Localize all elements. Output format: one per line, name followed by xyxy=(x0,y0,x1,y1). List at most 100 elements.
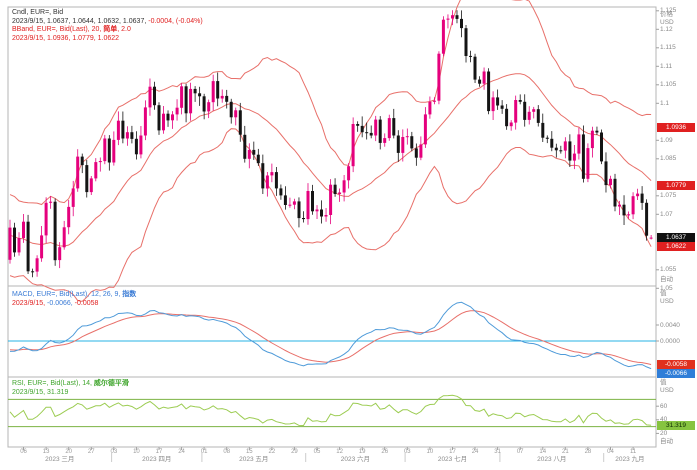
candle-body xyxy=(62,227,66,248)
candle-body xyxy=(572,153,576,161)
x-axis-day-label: 14 xyxy=(539,449,547,455)
candle-body xyxy=(514,100,518,123)
macd-line-badge: -0.0066 xyxy=(657,368,695,378)
candle-body xyxy=(274,172,278,189)
candle-body xyxy=(283,195,287,205)
candle-body xyxy=(469,55,472,57)
bband-upper-line xyxy=(9,0,652,206)
macd-params: MACD, EUR=, Bid(Last), 12, 26, 9, xyxy=(12,291,123,298)
price-tick-label: 1.09 xyxy=(660,136,673,144)
x-axis-month-label: 2023 八月 xyxy=(537,456,567,463)
candle-body xyxy=(175,107,179,115)
x-axis-day-label: 17 xyxy=(449,449,456,455)
x-axis-day-label: 10 xyxy=(426,449,434,455)
x-axis-day-label: 20 xyxy=(65,449,73,455)
price-tick-label: 1.05 xyxy=(660,284,673,292)
rsi-legend-series: RSI, EUR=, Bid(Last), 14, 威尔德平滑 xyxy=(12,380,129,389)
rsi-params: RSI, EUR=, Bid(Last), 14, xyxy=(12,380,94,387)
candle-body xyxy=(329,184,333,215)
candle-body xyxy=(586,148,590,179)
rsi-smoothing-type: 威尔德平滑 xyxy=(93,380,129,387)
price-axis-auto-label[interactable]: 自动 xyxy=(660,276,673,283)
candle-body xyxy=(256,154,260,164)
candle-body xyxy=(53,201,57,261)
macd-tick-label: 0.0000 xyxy=(660,337,680,345)
candle-body xyxy=(189,88,193,114)
candle-body xyxy=(148,86,152,108)
x-axis-day-label: 26 xyxy=(381,449,389,455)
rsi-pane-plot xyxy=(8,394,656,428)
x-axis-day-label: 03 xyxy=(110,449,118,455)
candle-body xyxy=(473,56,477,80)
candle-body xyxy=(80,156,84,166)
candle-body xyxy=(559,150,563,152)
x-axis-day-label: 07 xyxy=(516,449,524,455)
candle-body xyxy=(58,247,62,261)
x-axis-day-label: 03 xyxy=(403,449,411,455)
price-tick-label: 1.12 xyxy=(660,25,673,33)
x-axis-day-label: 24 xyxy=(471,449,479,455)
candle-body xyxy=(590,130,594,149)
macd-signal-text: -0.0058 xyxy=(74,299,99,307)
candle-body xyxy=(351,124,355,167)
axis-ticks xyxy=(23,10,659,462)
candle-body xyxy=(356,124,360,126)
bband-legend-values: 2023/9/15, 1.0936, 1.0779, 1.0622 xyxy=(12,34,120,42)
candle-body xyxy=(98,161,102,163)
price-tick-label: 1.125 xyxy=(660,7,677,15)
candle-body xyxy=(464,28,468,56)
candle-body xyxy=(333,184,337,194)
candle-body xyxy=(618,204,621,207)
candle-body xyxy=(171,114,174,121)
price-tick-label: 1.07 xyxy=(660,210,673,218)
candle-body xyxy=(134,138,138,155)
candle-body xyxy=(44,202,48,236)
candle-body xyxy=(261,163,265,189)
price-change-values: -0.0004, (-0.04%) xyxy=(148,17,203,25)
candle-body xyxy=(324,215,328,217)
candle-body xyxy=(441,19,445,54)
candle-body xyxy=(613,178,617,207)
candle-body xyxy=(423,114,427,145)
candle-body xyxy=(247,149,251,159)
price-legend-series: Cndl, EUR=, Bid xyxy=(12,9,64,16)
candle-body xyxy=(85,165,89,193)
bband-lower-badge: 1.0622 xyxy=(657,242,695,252)
candle-body xyxy=(396,135,400,153)
macd-ma-type: 指数 xyxy=(122,291,137,298)
price-axis-title: 价格 xyxy=(660,11,673,18)
candle-body xyxy=(636,193,640,197)
macd-axis-title: 值 xyxy=(660,290,667,297)
price-tick-label: 1.055 xyxy=(660,266,677,274)
x-axis-day-label: 05 xyxy=(313,449,321,455)
rsi-tick-label: 60 xyxy=(660,402,668,410)
candle-body xyxy=(315,209,319,212)
x-axis-day-label: 08 xyxy=(223,449,231,455)
x-axis-month-label: 2023 四月 xyxy=(142,456,172,463)
candle-body xyxy=(347,166,351,181)
candle-body xyxy=(410,136,414,149)
candle-body xyxy=(581,134,585,179)
candle-body xyxy=(157,105,161,131)
candle-body xyxy=(609,178,612,186)
candle-body xyxy=(509,122,513,127)
candle-body xyxy=(13,227,16,253)
candle-body xyxy=(640,193,644,203)
macd-line xyxy=(9,301,652,370)
macd-pane-plot xyxy=(8,301,656,370)
macd-tick-label: 0.0040 xyxy=(660,321,680,329)
rsi-value-badge: 31.319 xyxy=(657,421,695,431)
candle-body xyxy=(8,227,12,260)
candle-body xyxy=(428,101,432,115)
x-axis-day-label: 21 xyxy=(562,449,569,455)
candle-body xyxy=(374,119,378,136)
macd-legend-values: 2023/9/15, -0.0066, -0.0058 xyxy=(12,300,136,309)
candle-body xyxy=(143,107,147,136)
price-ohlc-values: 2023/9/15, 1.0637, 1.0644, 1.0632, 1.063… xyxy=(12,17,149,25)
x-axis-day-label: 29 xyxy=(291,449,298,455)
rsi-axis-auto-label[interactable]: 自动 xyxy=(660,438,673,445)
bband-params: BBand, EUR=, Bid(Last), 20, xyxy=(12,26,104,33)
candle-body xyxy=(600,132,603,162)
